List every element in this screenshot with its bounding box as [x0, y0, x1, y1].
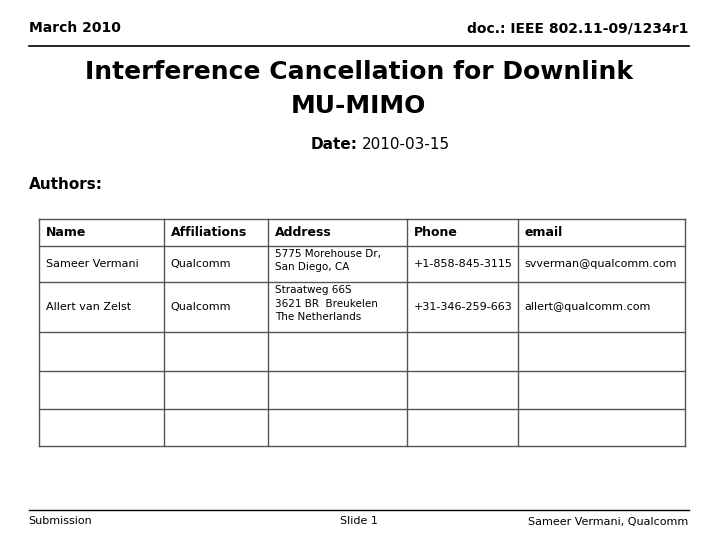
Text: MU-MIMO: MU-MIMO — [291, 94, 426, 118]
Text: Allert van Zelst: Allert van Zelst — [46, 302, 131, 312]
Text: 2010-03-15: 2010-03-15 — [362, 137, 450, 152]
Text: email: email — [525, 226, 563, 239]
Text: Qualcomm: Qualcomm — [171, 302, 231, 312]
Text: +1-858-845-3115: +1-858-845-3115 — [414, 259, 513, 269]
Text: Submission: Submission — [29, 516, 92, 526]
Text: Name: Name — [46, 226, 86, 239]
Text: 5775 Morehouse Dr,
San Diego, CA: 5775 Morehouse Dr, San Diego, CA — [275, 249, 381, 272]
Text: Phone: Phone — [414, 226, 458, 239]
Text: +31-346-259-663: +31-346-259-663 — [414, 302, 513, 312]
Text: Sameer Vermani: Sameer Vermani — [46, 259, 139, 269]
Text: Interference Cancellation for Downlink: Interference Cancellation for Downlink — [84, 60, 633, 84]
Text: allert@qualcomm.com: allert@qualcomm.com — [525, 302, 651, 312]
Text: Sameer Vermani, Qualcomm: Sameer Vermani, Qualcomm — [528, 516, 688, 526]
Text: March 2010: March 2010 — [29, 21, 120, 35]
Text: svverman@qualcomm.com: svverman@qualcomm.com — [525, 259, 678, 269]
Text: doc.: IEEE 802.11-09/1234r1: doc.: IEEE 802.11-09/1234r1 — [467, 21, 688, 35]
Text: Authors:: Authors: — [29, 177, 103, 192]
Text: Qualcomm: Qualcomm — [171, 259, 231, 269]
Text: Straatweg 66S
3621 BR  Breukelen
The Netherlands: Straatweg 66S 3621 BR Breukelen The Neth… — [275, 286, 378, 322]
Text: Slide 1: Slide 1 — [340, 516, 377, 526]
Text: Affiliations: Affiliations — [171, 226, 247, 239]
Text: Date:: Date: — [310, 137, 357, 152]
Text: Address: Address — [275, 226, 332, 239]
